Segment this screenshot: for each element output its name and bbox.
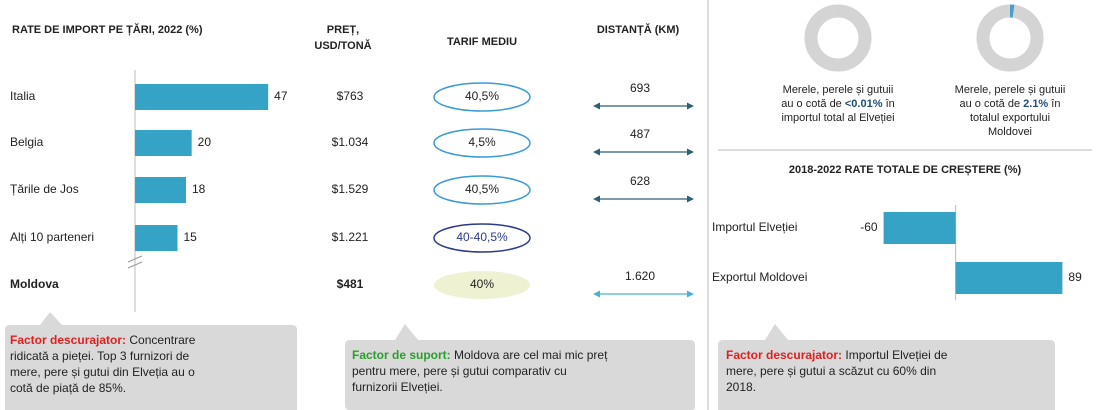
donut-text: au o cotă de (960, 98, 1021, 110)
bar (883, 212, 956, 244)
value-label: -60 (860, 220, 878, 234)
category-label: Alți 10 parteneri (10, 230, 94, 244)
value-label: 18 (192, 182, 206, 196)
column-header: PREȚ, (327, 24, 359, 36)
tariff-badge (434, 271, 530, 299)
donut-text: în (885, 98, 895, 110)
category-label: Belgia (10, 135, 44, 149)
distance: 628 (630, 174, 650, 188)
price: $1.034 (332, 135, 369, 149)
callout-text: Factor descurajator: Concentrare (10, 333, 196, 347)
callout-text: mere, pere și gutui a scăzut cu 60% din (726, 364, 936, 378)
donut-text: Merele, perele și gutuii (783, 84, 894, 96)
column-header: USD/TONĂ (314, 39, 371, 52)
callout-text: mere, pere și gutui din Elveția au o (10, 365, 195, 379)
donut-text: importul total al Elveției (781, 112, 894, 124)
donut-ring (976, 4, 1044, 72)
callout-text: cotă de piață de 85%. (10, 381, 126, 395)
bar (135, 84, 269, 110)
price: $1.529 (332, 182, 369, 196)
axis-break (127, 255, 143, 269)
donut-highlight: 2.1% (1023, 98, 1048, 110)
value-label: 89 (1068, 270, 1082, 284)
donut-ring (804, 4, 872, 72)
donut-text: Merele, perele și gutuii (955, 84, 1066, 96)
category-label: Moldova (10, 277, 59, 291)
tariff-badge (433, 175, 531, 205)
tariff-badge (433, 223, 531, 253)
donut-text: totalul exportului (970, 112, 1050, 124)
category-label: Țările de Jos (10, 182, 79, 196)
price: $763 (337, 89, 364, 103)
bar (955, 262, 1063, 294)
chart-title: 2018-2022 RATE TOTALE DE CREȘTERE (%) (789, 164, 1022, 176)
donut-highlight: <0.01% (845, 98, 883, 110)
distance: 693 (630, 81, 650, 95)
bar (135, 177, 186, 203)
callout-box (345, 324, 695, 410)
price: $1.221 (332, 230, 369, 244)
category-label: Italia (10, 89, 36, 103)
callout-text: Importul Elveției de (845, 348, 947, 362)
donut-text: Moldovei (988, 126, 1032, 138)
tariff-badge (433, 128, 531, 158)
callout-text: Moldova are cel mai mic preț (454, 348, 608, 362)
donut-share (976, 4, 1044, 72)
callout-text: Factor de suport: Moldova are cel mai mi… (352, 348, 608, 362)
callout-text: ridicată a pieței. Top 3 furnizori de (10, 349, 190, 363)
callout-box (5, 312, 297, 410)
callout-box (718, 324, 1055, 410)
callout-text: 2018. (726, 380, 756, 394)
callout-label: Factor de suport: (352, 348, 451, 362)
value-label: 47 (274, 89, 288, 103)
bar (135, 130, 192, 156)
callout-text: Factor descurajator: Importul Elveției d… (726, 348, 948, 362)
tariff: 4,5% (468, 135, 496, 149)
donut-text: au o cotă de <0.01% în (781, 98, 895, 110)
chart-title: RATE DE IMPORT PE ȚĂRI, 2022 (%) (12, 23, 203, 36)
price: $481 (337, 277, 364, 291)
tariff: 40,5% (465, 89, 499, 103)
column-header: DISTANȚĂ (KM) (597, 23, 680, 36)
callout-text: Concentrare (129, 333, 195, 347)
bar (135, 225, 178, 251)
tariff: 40% (470, 277, 494, 291)
callout-text: furnizorii Elveției. (352, 380, 443, 394)
value-label: 15 (184, 230, 198, 244)
category-label: Importul Elveției (712, 220, 797, 234)
donut-text: în (1050, 98, 1060, 110)
callout-label: Factor descurajator: (10, 333, 126, 347)
tariff: 40-40,5% (456, 230, 508, 244)
tariff: 40,5% (465, 182, 499, 196)
donut-text: au o cotă de 2.1% în (960, 98, 1061, 110)
donut-share (804, 4, 872, 72)
category-label: Exportul Moldovei (712, 270, 807, 284)
callout-text: pentru mere, pere și gutui comparativ cu (352, 364, 567, 378)
callout-label: Factor descurajator: (726, 348, 842, 362)
tariff-badge (433, 82, 531, 112)
distance: 487 (630, 127, 650, 141)
donut-text: au o cotă de (781, 98, 842, 110)
distance: 1.620 (625, 269, 655, 283)
column-header: TARIF MEDIU (447, 36, 517, 48)
value-label: 20 (198, 135, 212, 149)
